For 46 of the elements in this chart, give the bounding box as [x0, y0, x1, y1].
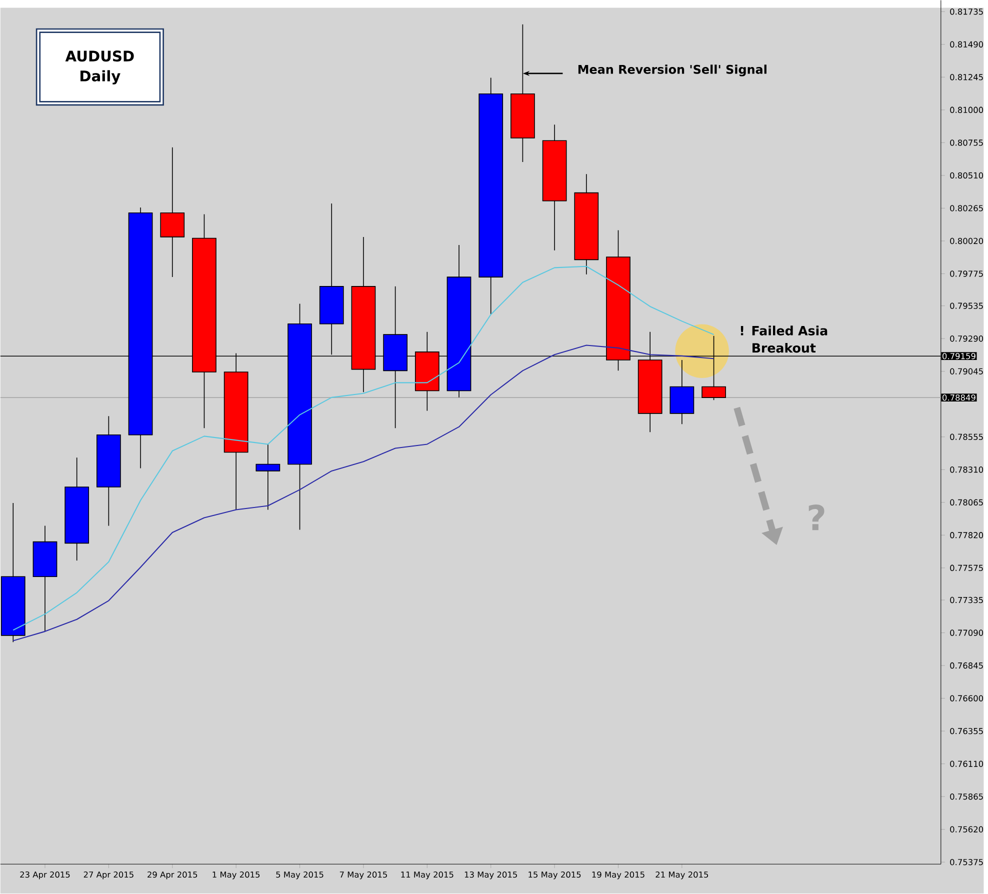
- x-tick-label: 1 May 2015: [212, 872, 260, 880]
- y-tick-label: 0.78555: [950, 434, 983, 440]
- text: ?: [808, 504, 824, 530]
- line-series: [12, 344, 714, 642]
- y-tick-label: 0.77335: [950, 597, 983, 604]
- y-tick-label: 0.76845: [950, 662, 983, 669]
- y-tick-label: 0.77090: [950, 630, 984, 636]
- y-tick-label: 0.77575: [950, 565, 983, 572]
- y-tick-label: 0.76355: [950, 728, 983, 734]
- y-tick-label: 0.75620: [950, 826, 984, 833]
- x-tick-label: 29 Apr 2015: [148, 872, 198, 880]
- annotation: Mean Reversion 'Sell' Signal: [578, 64, 766, 77]
- text: Daily: [80, 70, 120, 85]
- text: AUDUSD: [65, 50, 134, 62]
- y-tick-label: 0.78310: [950, 466, 984, 473]
- ref-line-label: 0.79159: [942, 353, 976, 360]
- candlestick: [256, 444, 280, 510]
- x-tick-label: 23 Apr 2015: [20, 872, 70, 880]
- text: ! Failed Asia Breakout: [740, 326, 828, 353]
- y-tick-label: 0.81245: [950, 74, 983, 80]
- y-tick-label: 0.79775: [950, 270, 983, 278]
- y-tick-label: 0.80755: [950, 140, 983, 146]
- x-tick-label: 5 May 2015: [276, 872, 324, 880]
- y-tick-label: 0.76110: [950, 760, 984, 768]
- x-tick-label: 15 May 2015: [528, 872, 581, 880]
- y-tick-label: 0.79290: [950, 336, 984, 342]
- x-tick-label: 13 May 2015: [464, 872, 517, 880]
- x-tick-label: 7 May 2015: [340, 872, 387, 880]
- x-tick-label: 19 May 2015: [592, 872, 644, 880]
- y-tick-label: 0.81000: [950, 107, 984, 114]
- y-tick-label: 0.78065: [950, 500, 983, 506]
- y-tick-label: 0.80020: [950, 238, 984, 244]
- x-tick-label: 27 Apr 2015: [84, 872, 134, 880]
- y-tick-label: 0.77820: [950, 532, 984, 539]
- y-tick-label: 0.81490: [950, 42, 984, 48]
- y-tick-label: 0.75865: [950, 794, 983, 800]
- y-tick-label: 0.81735: [950, 8, 983, 15]
- y-tick-label: 0.76600: [950, 695, 984, 702]
- x-tick-label: 11 May 2015: [401, 872, 454, 880]
- y-tick-label: 0.80265: [950, 205, 983, 212]
- y-tick-label: 0.75375: [950, 859, 983, 866]
- y-tick-label: 0.80510: [950, 172, 984, 179]
- y-tick-label: 0.79535: [950, 302, 983, 310]
- ref-line-label: 0.78849: [942, 394, 976, 401]
- x-tick-label: 21 May 2015: [656, 872, 708, 880]
- y-tick-label: 0.79045: [950, 368, 983, 375]
